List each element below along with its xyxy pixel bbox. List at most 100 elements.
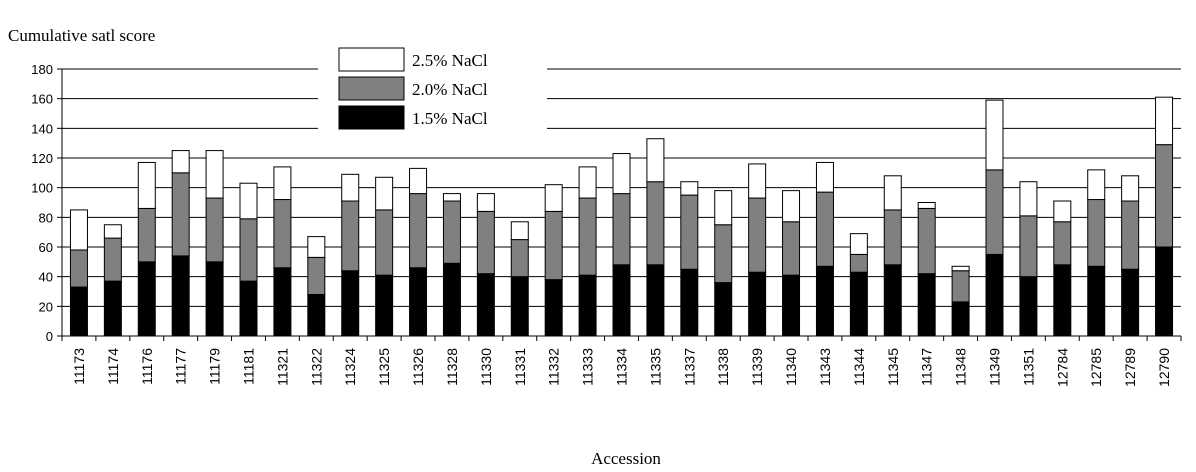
bar-segment	[510, 276, 529, 337]
x-tick-label: 11339	[749, 348, 765, 386]
bar-segment	[1155, 144, 1174, 248]
x-tick-label: 11325	[376, 348, 392, 386]
bar-segment	[646, 264, 665, 337]
bar-segment	[476, 273, 495, 337]
bar-segment	[409, 193, 428, 269]
bar-segment	[205, 150, 224, 199]
bar-segment	[544, 279, 563, 337]
x-tick-label: 12785	[1088, 348, 1104, 387]
bar-segment	[409, 167, 428, 195]
bar-segment	[69, 286, 88, 337]
bar-segment	[883, 175, 902, 211]
bar-segment	[1053, 264, 1072, 337]
x-tick-label: 11351	[1020, 348, 1036, 386]
bar-segment	[341, 200, 360, 272]
bar-segment	[544, 210, 563, 281]
bar-segment	[307, 236, 326, 258]
bar-segment	[917, 207, 936, 275]
bar-segment	[137, 261, 156, 337]
bar-segment	[782, 274, 801, 337]
bar-segment	[171, 255, 190, 337]
x-tick-label: 11177	[173, 348, 189, 385]
y-tick-label: 180	[31, 62, 53, 77]
bar-segment	[951, 265, 970, 272]
bar-segment	[985, 99, 1004, 171]
bar-segment	[883, 209, 902, 266]
legend-swatch	[338, 76, 405, 101]
legend-swatch	[338, 105, 405, 130]
y-tick-label: 160	[31, 92, 53, 107]
x-tick-label: 11179	[207, 348, 223, 385]
bar-segment	[1087, 265, 1106, 337]
bar-segment	[1121, 175, 1140, 202]
bar-segment	[680, 194, 699, 270]
bar-segment	[646, 181, 665, 266]
x-tick-label: 11324	[342, 348, 358, 386]
bar-segment	[748, 271, 767, 337]
bar-segment	[849, 253, 868, 273]
x-tick-label: 12789	[1122, 348, 1138, 387]
y-tick-label: 80	[39, 210, 53, 225]
bar-segment	[612, 153, 631, 195]
axes: 0 20 40 60 80 100 120 140 160 180 11173 11174 11176 1…	[31, 62, 1182, 387]
bar-segment	[273, 267, 292, 337]
bar-segment	[171, 172, 190, 257]
bar-segment	[748, 197, 767, 273]
bar-segment	[205, 197, 224, 263]
bar-segment	[748, 163, 767, 199]
bar-segment	[646, 138, 665, 183]
x-tick-label: 11344	[851, 348, 867, 386]
bar-segment	[815, 161, 834, 193]
bar-segment	[375, 209, 394, 276]
bar-segment	[409, 267, 428, 337]
bar-segment	[103, 237, 122, 282]
bar-segment	[510, 239, 529, 278]
x-tick-label: 11174	[105, 348, 121, 385]
y-tick-label: 120	[31, 151, 53, 166]
x-tick-label: 11348	[953, 348, 969, 386]
bar-segment	[849, 233, 868, 255]
bar-segment	[782, 190, 801, 223]
bar-segment	[1155, 96, 1174, 146]
bar-segment	[307, 256, 326, 295]
bar-segment	[917, 273, 936, 337]
x-tick-label: 11349	[987, 348, 1003, 386]
legend-label: 2.5% NaCl	[412, 51, 488, 70]
bar-segment	[714, 190, 733, 226]
legend-label: 1.5% NaCl	[412, 109, 488, 128]
bar-segment	[1019, 181, 1038, 217]
bar-segment	[103, 224, 122, 239]
bar-segment	[375, 176, 394, 211]
bar-segment	[1087, 199, 1106, 267]
x-tick-label: 11345	[885, 348, 901, 386]
x-tick-label: 11343	[817, 348, 833, 386]
bar-segment	[612, 193, 631, 266]
bar-segment	[171, 150, 190, 174]
bar-segment	[578, 166, 597, 199]
bar-segment	[341, 173, 360, 202]
x-tick-label: 11321	[274, 348, 290, 386]
bar-segment	[1121, 268, 1140, 337]
x-tick-label: 11332	[546, 348, 562, 386]
bar-segment	[476, 193, 495, 212]
bar-segment	[239, 182, 258, 220]
bar-segment	[1019, 215, 1038, 278]
bar-segment	[680, 268, 699, 337]
bar-segment	[578, 197, 597, 276]
x-tick-label: 11176	[139, 348, 155, 385]
bar-segment	[137, 207, 156, 263]
y-tick-label: 140	[31, 121, 53, 136]
x-tick-label: 11328	[444, 348, 460, 386]
bar-segment	[239, 280, 258, 337]
x-tick-label: 11347	[919, 348, 935, 386]
bars	[69, 96, 1174, 337]
bar-segment	[273, 166, 292, 201]
bar-segment	[714, 282, 733, 337]
y-tick-label: 40	[39, 270, 53, 285]
x-tick-label: 11340	[783, 348, 799, 386]
bar-segment	[1155, 246, 1174, 337]
bar-segment	[1053, 221, 1072, 266]
x-tick-label: 11173	[71, 348, 87, 385]
bar-segment	[103, 280, 122, 337]
bar-segment	[985, 169, 1004, 255]
